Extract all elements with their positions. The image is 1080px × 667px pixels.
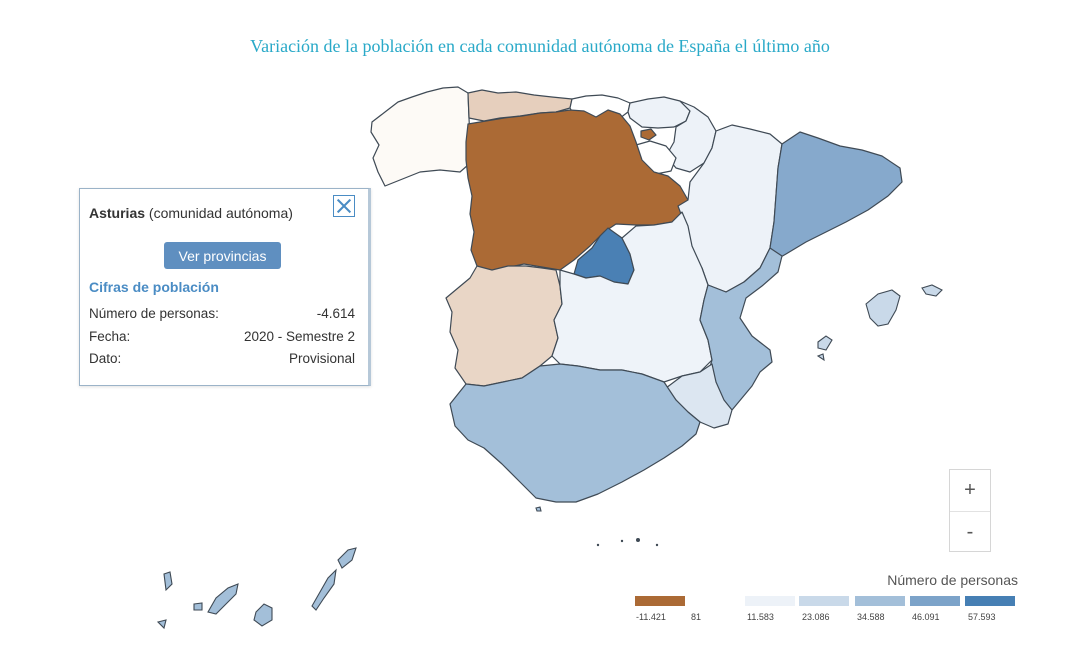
ver-provincias-button[interactable]: Ver provincias (164, 242, 281, 269)
map-title: Variación de la población en cada comuni… (250, 36, 830, 56)
row-value: 2020 - Semestre 2 (243, 329, 355, 344)
zoom-in-button[interactable]: + (964, 479, 976, 501)
legend-swatch (799, 596, 849, 606)
region-galicia[interactable] (370, 86, 471, 187)
popup-region-name: Asturias (89, 205, 146, 221)
row-label: Número de personas: (89, 306, 219, 321)
region-info-popup: Asturias (comunidad autónoma) Ver provin… (79, 188, 371, 386)
info-row: Número de personas: -4.614 (89, 306, 355, 321)
info-row: Dato: Provisional (89, 351, 355, 366)
legend-label: 81 (691, 612, 702, 622)
legend-swatch (965, 596, 1015, 606)
island-la-palma[interactable] (163, 571, 173, 592)
legend-label: 23.086 (802, 612, 830, 622)
island-formentera[interactable] (816, 353, 825, 362)
island-mallorca[interactable] (865, 289, 901, 327)
islet-1 (596, 543, 600, 547)
region-navarra[interactable] (665, 100, 717, 173)
row-label: Dato: (89, 351, 122, 366)
legend-label: 11.583 (747, 612, 774, 622)
legend-swatch (910, 596, 960, 606)
close-icon[interactable] (333, 195, 355, 217)
info-row: Fecha: 2020 - Semestre 2 (89, 329, 355, 344)
zoom-out-button[interactable]: - (950, 511, 990, 553)
section-title: Cifras de población (89, 279, 219, 295)
region-andalucia[interactable] (449, 363, 701, 503)
island-la-gomera[interactable] (193, 602, 203, 611)
islet-2 (620, 539, 624, 543)
island-tenerife[interactable] (207, 583, 239, 615)
island-menorca[interactable] (921, 284, 943, 297)
region-cataluna[interactable] (769, 131, 903, 263)
island-ibiza[interactable] (817, 335, 833, 351)
legend-title: Número de personas (887, 572, 1018, 588)
island-gran-canaria[interactable] (253, 603, 273, 627)
island-fuerteventura[interactable] (311, 568, 337, 611)
legend-label: 57.593 (968, 612, 996, 622)
popup-header: Asturias (comunidad autónoma) (89, 205, 293, 221)
legend-label: -11.421 (636, 612, 666, 622)
popup-region-type: (comunidad autónoma) (148, 205, 293, 221)
row-value: Provisional (288, 351, 355, 366)
row-value: -4.614 (316, 306, 355, 321)
region-trevino-enclave[interactable] (640, 128, 657, 141)
ceuta[interactable] (535, 506, 542, 512)
island-el-hierro[interactable] (156, 619, 167, 630)
legend-swatch (745, 596, 795, 606)
melilla[interactable] (636, 538, 640, 542)
legend-swatch (635, 596, 685, 606)
legend-swatch (855, 596, 905, 606)
row-label: Fecha: (89, 329, 131, 344)
zoom-control: + - (949, 469, 991, 552)
island-lanzarote[interactable] (337, 547, 357, 569)
islet-3 (655, 543, 659, 547)
legend-label: 46.091 (912, 612, 940, 622)
legend-label: 34.588 (857, 612, 885, 622)
